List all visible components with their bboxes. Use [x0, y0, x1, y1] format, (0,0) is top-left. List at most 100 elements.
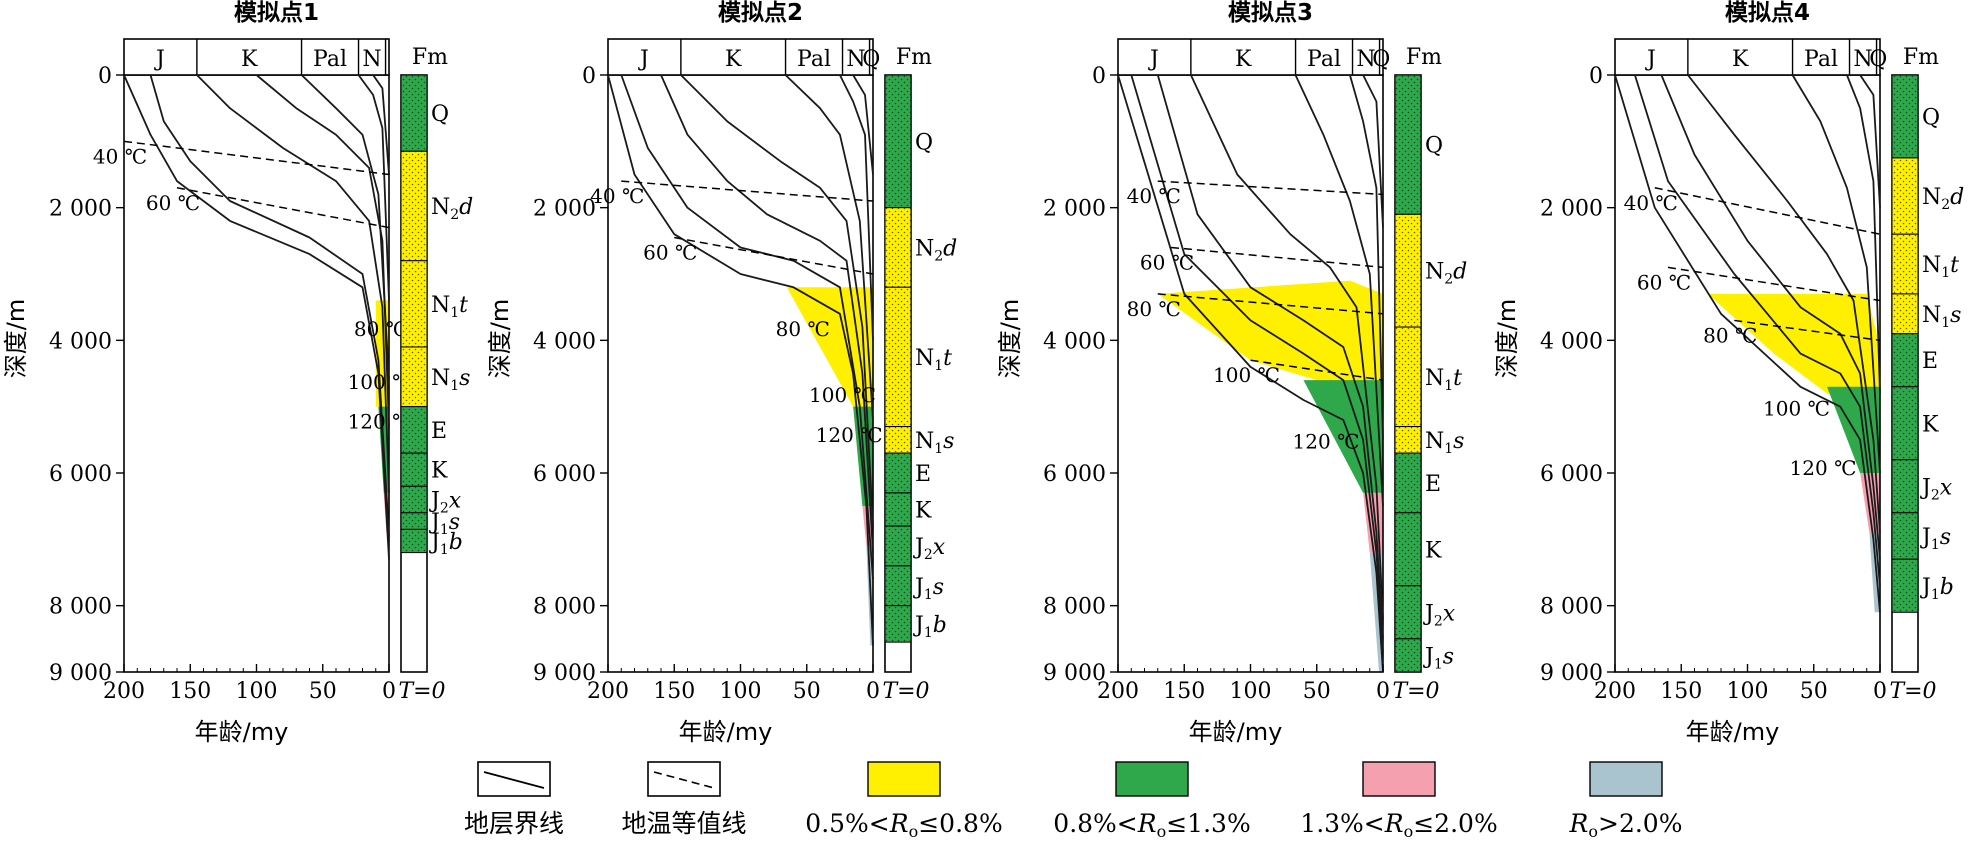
legend-swatch-solid	[477, 761, 551, 797]
formation-label: J1s	[429, 510, 460, 538]
formation-label: J1s	[1920, 525, 1951, 553]
y-tick-label: 6 000	[533, 462, 596, 487]
formation-label: Q	[1425, 134, 1443, 159]
isotherm-label: 80 ℃	[776, 317, 830, 341]
strata-curve	[1117, 74, 1384, 673]
formation-label: N2d	[1922, 185, 1964, 213]
formation-N1s	[884, 426, 912, 454]
isotherm-label: 40 ℃	[1624, 191, 1678, 215]
strata-curve	[149, 74, 390, 537]
period-label-Q: Q	[862, 47, 880, 72]
formation-N1s	[1891, 293, 1919, 335]
y-tick-label: 9 000	[533, 661, 596, 686]
formation-N1s	[1394, 426, 1422, 454]
isotherm-line	[1734, 319, 1881, 342]
y-tick-label: 8 000	[49, 595, 112, 620]
panel-title: 模拟点3	[1228, 0, 1313, 26]
formation-Q	[884, 74, 912, 209]
t0-label: T=0	[1889, 679, 1936, 704]
formation-N1t	[884, 286, 912, 428]
strata-curve	[357, 74, 390, 301]
y-tick-label: 4 000	[49, 329, 112, 354]
formation-J2x	[884, 525, 912, 567]
formation-J1s	[884, 565, 912, 607]
strata-curve	[1294, 74, 1384, 507]
isotherm-line	[1170, 246, 1384, 269]
formation-label: Q	[915, 130, 933, 155]
t0-label: T=0	[1392, 679, 1439, 704]
period-label-K: K	[241, 47, 258, 72]
period-label-Q: Q	[1869, 47, 1887, 72]
legend-swatch-pink	[1362, 761, 1436, 797]
strata-curve	[1156, 74, 1384, 639]
y-tick-label: 6 000	[1540, 462, 1603, 487]
ro-zone-pink	[1860, 473, 1880, 533]
y-tick-label: 0	[98, 64, 112, 89]
y-tick-label: 8 000	[1540, 595, 1603, 620]
strata-curve	[1859, 74, 1881, 208]
formation-N2d	[884, 207, 912, 288]
y-tick-label: 9 000	[1540, 661, 1603, 686]
x-tick-label: 200	[1097, 679, 1139, 704]
legend-swatch-green	[1115, 761, 1189, 797]
legend-item: 0.5%<Ro≤0.8%	[805, 761, 1003, 841]
y-tick-label: 2 000	[533, 197, 596, 222]
formation-N1t	[400, 260, 428, 348]
fm-header: Fm	[1406, 45, 1442, 70]
legend-item: 地层界线	[464, 761, 564, 838]
formation-Q	[400, 74, 428, 152]
formation-J1b	[400, 528, 428, 554]
x-axis-label: 年龄/my	[1189, 718, 1283, 746]
strata-curve	[1687, 74, 1881, 533]
x-tick-label: 100	[720, 679, 762, 704]
strata-curve	[660, 74, 874, 553]
formation-E	[400, 406, 428, 454]
x-tick-label: 100	[1230, 679, 1272, 704]
isotherm-label: 40 ℃	[93, 144, 147, 168]
isotherm-line	[1250, 359, 1384, 381]
legend-swatch-yellow	[867, 761, 941, 797]
formation-N2d	[1394, 213, 1422, 328]
legend-label: 0.8%<Ro≤1.3%	[1053, 809, 1250, 841]
ro-zone-yellow	[786, 287, 873, 407]
formation-label: N1t	[1922, 253, 1959, 281]
formation-label: Q	[431, 102, 449, 127]
y-tick-label: 2 000	[1540, 197, 1603, 222]
strata-curve	[1660, 74, 1881, 560]
y-tick-label: 8 000	[1043, 595, 1106, 620]
x-tick-label: 0	[866, 679, 880, 704]
legend-label: 地层界线	[464, 809, 564, 838]
formation-label: N1s	[915, 429, 954, 457]
y-tick-label: 4 000	[533, 329, 596, 354]
formation-label: J2x	[1920, 475, 1953, 503]
formation-N1t	[1891, 233, 1919, 295]
formation-label: J1b	[429, 530, 463, 558]
strata-curve	[852, 74, 874, 175]
isotherm-label: 100 ℃	[1763, 396, 1830, 420]
formation-E	[1891, 333, 1919, 388]
isotherm-line	[176, 187, 390, 229]
period-header	[1117, 38, 1384, 76]
x-tick-label: 150	[1660, 679, 1702, 704]
y-tick-label: 2 000	[1043, 197, 1106, 222]
legend-swatch-blue	[1589, 761, 1663, 797]
y-axis-label: 深度/m	[486, 299, 514, 378]
formation-label: E	[1922, 349, 1938, 374]
fm-header: Fm	[896, 45, 932, 70]
formation-label: K	[1425, 538, 1442, 563]
formation-J2x	[400, 485, 428, 514]
period-label-J: J	[154, 47, 165, 72]
formation-label: N1t	[1425, 366, 1462, 394]
strata-curve	[1791, 74, 1881, 474]
x-axis-label: 年龄/my	[679, 718, 773, 746]
formation-label: N2d	[431, 195, 473, 223]
y-axis-label: 深度/m	[1493, 299, 1521, 378]
formation-K	[1891, 386, 1919, 461]
formation-label: J1s	[1423, 644, 1454, 672]
t0-label: T=0	[398, 679, 445, 704]
isotherm-label: 60 ℃	[146, 191, 200, 215]
strata-curve	[300, 74, 390, 381]
strata-curve	[372, 74, 390, 175]
